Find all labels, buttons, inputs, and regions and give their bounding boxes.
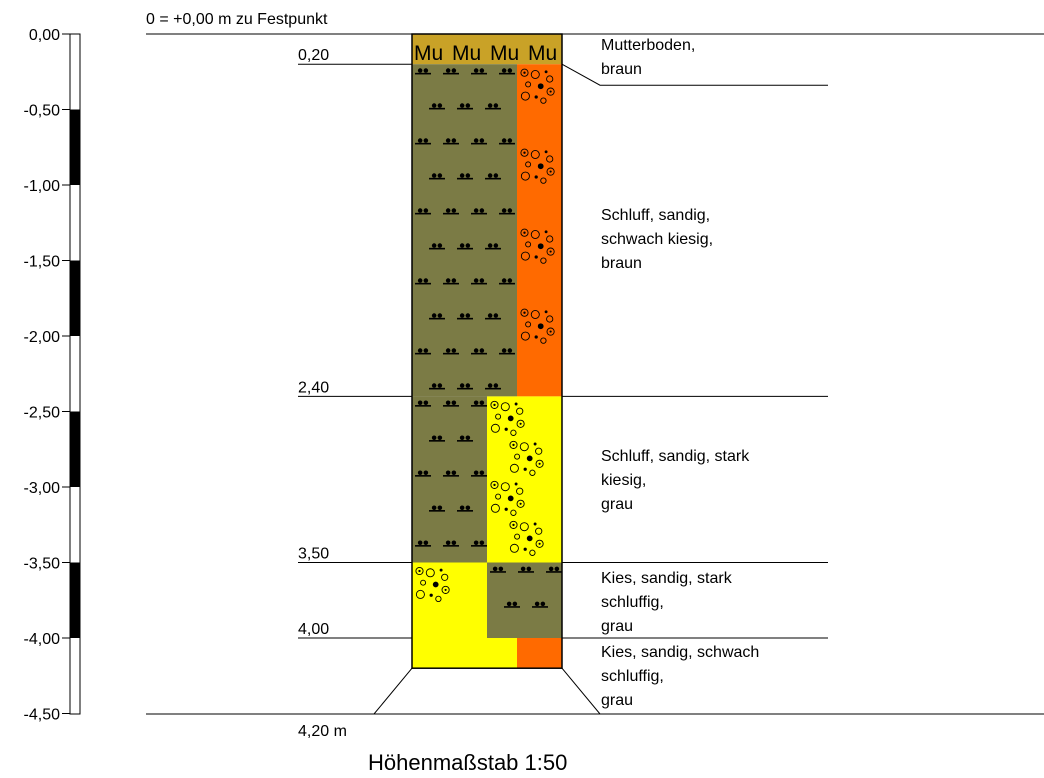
depth-scale-bar: 0,00 -0,50 -1,00 -1,50 -2,00 -2,50 -3,00 -3,50 -…	[24, 27, 81, 724]
silt-block	[412, 396, 487, 563]
scale-tick-label: 0,00	[29, 27, 60, 44]
boundary-depth-label: 2,40	[298, 379, 329, 396]
scale-bar-segment	[70, 411, 80, 487]
topsoil-code: Mu	[490, 42, 519, 65]
final-depth-label: 4,20 m	[298, 723, 347, 740]
soil-column: Mu Mu Mu Mu	[411, 33, 563, 669]
topsoil-code: Mu	[528, 42, 557, 65]
scale-tick-label: -3,50	[24, 556, 61, 573]
layer-description-line: Kies, sandig, stark	[601, 570, 733, 587]
boundary-lines: 0,20 2,40 3,50 4,00 4,20 m	[146, 33, 1044, 740]
layer-description-line: Kies, sandig, schwach	[601, 644, 759, 661]
orange-gravel-block	[517, 638, 562, 669]
layer-description-line: grau	[601, 692, 633, 709]
scale-bar-segment	[70, 260, 80, 336]
yellow-gravel-block	[412, 562, 487, 638]
boundary-depth-label: 0,20	[298, 47, 329, 64]
scale-bar-segment	[70, 109, 80, 185]
scale-tick-label: -1,50	[24, 254, 61, 271]
orange-gravel-block	[517, 64, 562, 397]
layer-description-line: Schluff, sandig, stark	[601, 448, 750, 465]
scale-tick-label: -3,00	[24, 480, 61, 497]
layer-description-line: grau	[601, 496, 633, 513]
boundary-depth-label: 3,50	[298, 546, 329, 563]
final-depth-line-right	[561, 667, 828, 715]
scale-tick-label: -2,00	[24, 329, 61, 346]
scale-tick-label: -0,50	[24, 103, 61, 120]
yellow-gravel-block	[412, 638, 517, 669]
scale-bar-segment	[70, 562, 80, 638]
height-scale-label: Höhenmaßstab 1:50	[368, 750, 567, 775]
scale-bar-frame	[69, 33, 81, 715]
topsoil-code: Mu	[452, 42, 481, 65]
layer-description-line: schluffig,	[601, 668, 664, 685]
topsoil-code: Mu	[414, 42, 443, 65]
layer-description-line: grau	[601, 618, 633, 635]
scale-tick-label: -4,50	[24, 707, 61, 724]
reference-note: 0 = +0,00 m zu Festpunkt	[146, 11, 328, 28]
topsoil-fill	[412, 34, 562, 65]
layer-descriptions: Mutterboden, braun Schluff, sandig, schwach…	[601, 37, 759, 709]
boundary-line-right	[561, 63, 828, 86]
layer-description-line: schluffig,	[601, 594, 664, 611]
scale-tick-label: -4,00	[24, 631, 61, 648]
layer-description-line: schwach kiesig,	[601, 231, 713, 248]
silt-block	[412, 64, 517, 397]
layer-description-line: braun	[601, 255, 642, 272]
layer-description-line: kiesig,	[601, 472, 646, 489]
yellow-gravel-block	[487, 396, 562, 563]
layer-description-line: braun	[601, 61, 642, 78]
boundary-depth-label: 4,00	[298, 621, 329, 638]
layer-description-line: Mutterboden,	[601, 37, 695, 54]
silt-block	[487, 562, 562, 638]
scale-tick-label: -2,50	[24, 405, 61, 422]
scale-tick-label: -1,00	[24, 178, 61, 195]
final-depth-line-left	[298, 667, 413, 715]
layer-description-line: Schluff, sandig,	[601, 207, 710, 224]
